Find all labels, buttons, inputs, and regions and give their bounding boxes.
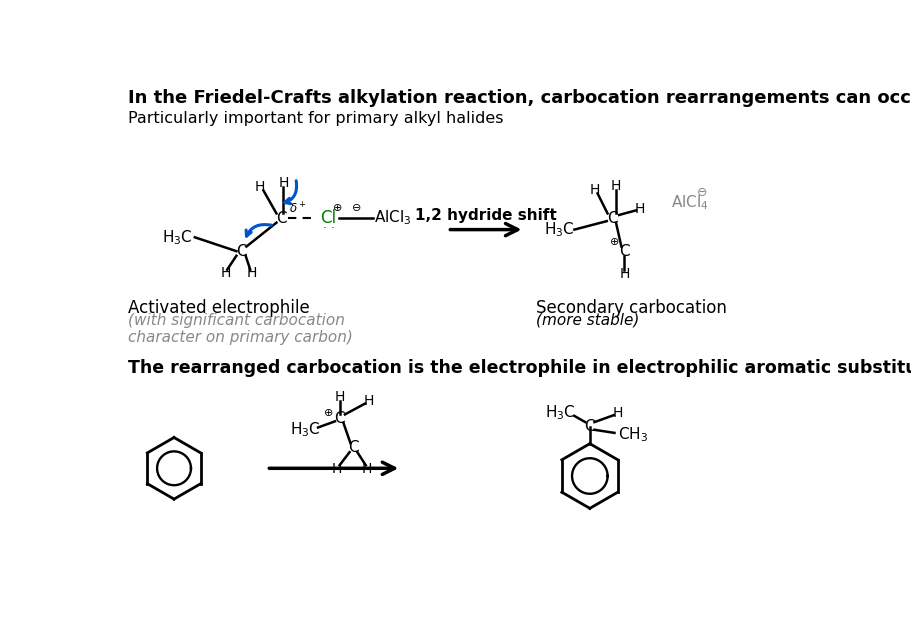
- Text: C: C: [334, 411, 344, 426]
- Text: Activated electrophile: Activated electrophile: [128, 299, 309, 317]
- Text: In the Friedel-Crafts alkylation reaction, carbocation rearrangements can occur!: In the Friedel-Crafts alkylation reactio…: [128, 89, 911, 108]
- Text: $\delta^+$: $\delta^+$: [289, 201, 306, 217]
- Text: C: C: [348, 440, 358, 455]
- Text: C: C: [235, 244, 246, 259]
- Text: H$_3$C: H$_3$C: [545, 403, 575, 422]
- Text: H$_3$C: H$_3$C: [289, 420, 320, 439]
- Text: $\ominus$: $\ominus$: [695, 186, 706, 199]
- Text: H: H: [255, 180, 265, 194]
- Text: 1,2 hydride shift: 1,2 hydride shift: [415, 209, 556, 223]
- Text: H: H: [334, 390, 344, 404]
- Text: H: H: [362, 462, 372, 476]
- Text: $\oplus$: $\oplus$: [608, 236, 619, 248]
- Text: H: H: [610, 179, 620, 193]
- Text: $\ominus$: $\ominus$: [350, 202, 361, 213]
- Text: (with significant carbocation
character on primary carbon): (with significant carbocation character …: [128, 312, 353, 345]
- Text: H$_3$C: H$_3$C: [162, 228, 193, 247]
- Text: H: H: [589, 183, 599, 197]
- Text: C: C: [619, 244, 630, 259]
- Text: H: H: [278, 176, 288, 190]
- Text: C: C: [276, 210, 287, 226]
- Text: AlCl$_4$: AlCl$_4$: [670, 193, 708, 212]
- Text: The rearranged carbocation is the electrophile in electrophilic aromatic substit: The rearranged carbocation is the electr…: [128, 359, 911, 377]
- Text: H: H: [220, 266, 230, 280]
- Text: Particularly important for primary alkyl halides: Particularly important for primary alkyl…: [128, 111, 503, 126]
- Text: C: C: [607, 210, 618, 226]
- Text: H: H: [363, 394, 374, 408]
- Text: Secondary carbocation: Secondary carbocation: [536, 299, 726, 317]
- Text: · ·: · ·: [322, 222, 334, 236]
- Text: H: H: [634, 202, 644, 216]
- Text: CH$_3$: CH$_3$: [617, 425, 647, 444]
- Text: $\oplus$: $\oplus$: [332, 202, 342, 213]
- Text: H: H: [611, 406, 622, 420]
- Text: C: C: [584, 419, 595, 434]
- Text: H: H: [246, 266, 257, 280]
- Text: AlCl$_3$: AlCl$_3$: [374, 209, 412, 227]
- Text: H: H: [619, 267, 629, 281]
- Text: H: H: [331, 462, 342, 476]
- Text: $\oplus$: $\oplus$: [322, 406, 333, 418]
- Text: (more stable): (more stable): [536, 312, 639, 328]
- Text: H$_3$C: H$_3$C: [543, 220, 574, 239]
- Text: Cl: Cl: [320, 209, 336, 227]
